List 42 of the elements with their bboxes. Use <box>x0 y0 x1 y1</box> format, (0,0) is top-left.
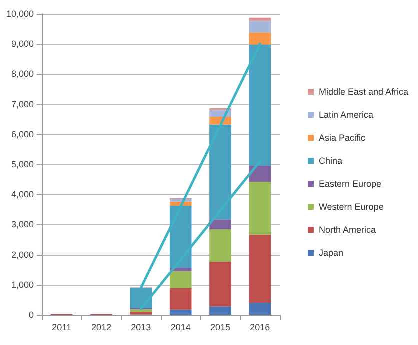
y-tick-label: 10,000 <box>6 9 34 19</box>
bar <box>249 32 272 45</box>
y-tick-label: 7,000 <box>11 99 34 110</box>
legend-label: China <box>318 156 342 166</box>
bar <box>249 302 272 315</box>
bar <box>249 166 272 182</box>
bar <box>249 21 272 33</box>
bar <box>249 44 272 166</box>
bar <box>249 234 272 303</box>
y-tick-label: 6,000 <box>11 129 34 140</box>
y-tick-label: 5,000 <box>11 160 34 170</box>
bar <box>130 312 152 315</box>
legend-label: Japan <box>318 248 344 258</box>
legend-label: Western Europe <box>318 202 384 212</box>
bar <box>170 310 192 315</box>
y-tick-label: 9,000 <box>11 39 34 50</box>
y-tick-label: 4,000 <box>11 190 34 200</box>
bar <box>210 262 232 307</box>
bar <box>249 182 272 235</box>
bar <box>130 288 152 308</box>
y-tick-label: 1,000 <box>11 280 34 290</box>
bar <box>210 124 232 220</box>
bar <box>210 306 232 315</box>
legend-label: Latin America <box>318 110 374 120</box>
legend-label: Middle East and Africa <box>318 87 409 97</box>
x-tick-label: 2015 <box>210 322 231 332</box>
bar <box>170 288 192 310</box>
y-tick-label: 8,000 <box>11 69 34 80</box>
x-tick-label: 2012 <box>91 322 112 332</box>
x-tick-label: 2013 <box>131 322 152 332</box>
legend-label: North America <box>318 225 376 235</box>
y-tick-label: 2,000 <box>11 250 34 260</box>
bar <box>210 230 232 262</box>
x-tick-label: 2016 <box>250 322 270 332</box>
legend-label: Eastern Europe <box>318 179 382 189</box>
legend-label: Asia Pacific <box>318 133 366 143</box>
x-tick-label: 2014 <box>170 322 191 332</box>
y-tick-label: 3,000 <box>11 220 34 230</box>
x-tick-label: 2011 <box>52 322 72 332</box>
y-tick-label: 0 <box>28 310 34 320</box>
bar <box>210 220 232 230</box>
bar <box>170 271 192 288</box>
